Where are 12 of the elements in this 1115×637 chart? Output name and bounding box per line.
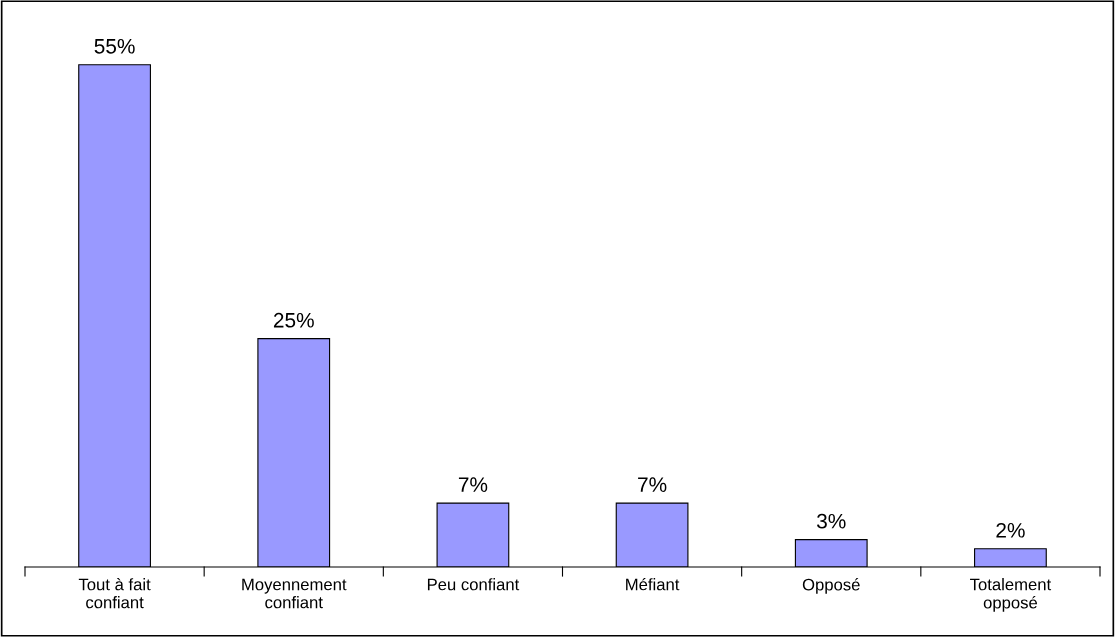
x-tick-label: Moyennement confiant: [242, 578, 347, 609]
data-label: 7%: [638, 477, 667, 492]
data-label: 7%: [458, 477, 488, 492]
x-tick-label: Tout à fait confiant: [78, 577, 151, 609]
x-tick-label: Méfiant: [626, 577, 680, 591]
data-label: 25%: [273, 312, 314, 328]
x-tick-label: Opposé: [802, 578, 860, 594]
data-label: 3%: [816, 513, 846, 529]
x-tick-label: Peu confiant: [427, 578, 520, 591]
x-tick-label: Totalement opposé: [970, 578, 1052, 612]
data-label: 2%: [996, 522, 1025, 538]
data-label: 55%: [94, 38, 135, 54]
